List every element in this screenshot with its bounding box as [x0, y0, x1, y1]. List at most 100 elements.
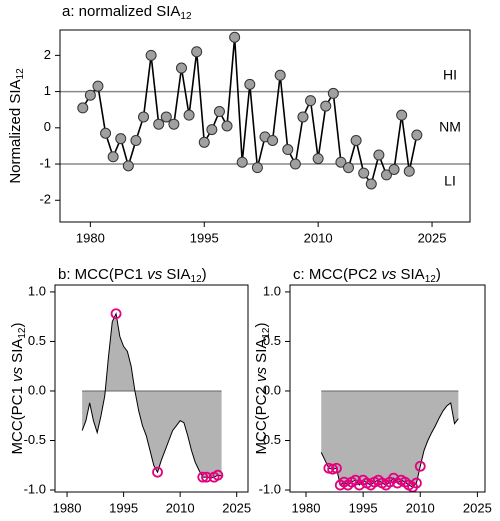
x-tick-label: 1980: [76, 230, 105, 245]
region-label: HI: [443, 66, 457, 82]
data-point: [236, 156, 248, 168]
plot-frame: [289, 284, 486, 493]
significant-marker: [212, 469, 224, 481]
data-point: [267, 134, 279, 146]
significant-marker: [152, 466, 163, 478]
text-part: c: MCC(PC2: [293, 266, 381, 283]
y-tick-label: 1.0: [28, 283, 46, 298]
text-part: vs: [381, 266, 397, 283]
significant-marker: [331, 462, 342, 474]
plot-frame: [54, 284, 249, 493]
y-tick-label: -1.0: [259, 481, 281, 496]
data-point: [191, 46, 203, 58]
y-tick-label: 1: [44, 83, 51, 98]
panel-title: c: MCC(PC2 vs SIA12): [293, 266, 441, 285]
y-axis-label: Normalized SIA12: [7, 68, 26, 184]
data-point: [312, 153, 324, 165]
data-point: [297, 111, 309, 123]
y-axis-label: MCC(PC1 vs SIA12): [9, 323, 28, 455]
data-point: [289, 158, 301, 170]
y-tick-label: 0.0: [263, 382, 281, 397]
data-point: [206, 124, 218, 136]
series-line: [82, 37, 418, 186]
y-tick-label: 2: [44, 47, 51, 62]
text-part: ): [436, 266, 441, 283]
data-point: [411, 129, 423, 141]
data-point: [221, 120, 233, 132]
y-tick-label: -0.5: [259, 432, 281, 447]
significant-marker: [414, 460, 426, 472]
x-tick-label: 2010: [304, 230, 333, 245]
data-point: [84, 89, 96, 101]
text-part: ): [253, 323, 270, 328]
data-point: [244, 78, 256, 90]
significant-marker: [197, 471, 209, 483]
data-point: [77, 102, 89, 114]
region-label: LI: [444, 173, 456, 189]
data-point: [92, 80, 104, 92]
data-point: [403, 165, 415, 177]
text-part: ): [202, 266, 207, 283]
text-part: SIA: [162, 266, 190, 283]
area-fill: [82, 313, 222, 479]
data-point: [198, 136, 210, 148]
data-point: [183, 109, 195, 121]
data-point: [168, 118, 180, 130]
data-point: [138, 111, 150, 123]
data-point: [388, 163, 400, 175]
significant-marker: [110, 308, 122, 320]
data-point: [350, 134, 362, 146]
text-part: Normalized SIA: [7, 79, 24, 183]
data-point: [153, 118, 165, 130]
data-point: [282, 144, 294, 156]
data-point: [130, 134, 142, 146]
text-part: SIA: [253, 339, 270, 367]
panel-title: a: normalized SIA12: [62, 3, 192, 22]
y-tick-label: 1.0: [263, 283, 281, 298]
data-point: [115, 133, 127, 145]
x-tick-label: 2025: [418, 230, 447, 245]
x-tick-label: 2010: [166, 500, 195, 515]
area-fill: [321, 390, 459, 488]
text-part: 12: [180, 11, 192, 22]
series-line: [81, 312, 222, 479]
text-part: ): [9, 323, 26, 328]
significant-marker: [201, 471, 212, 483]
data-point: [343, 162, 355, 174]
x-tick-label: 2025: [222, 500, 251, 515]
significant-marker: [411, 477, 422, 489]
text-part: vs: [253, 366, 270, 382]
text-part: b: MCC(PC1: [58, 266, 147, 283]
data-point: [100, 127, 112, 139]
data-point: [229, 31, 241, 43]
text-part: 12: [425, 274, 437, 285]
plot-frame: [59, 29, 471, 223]
y-tick-label: -1.0: [24, 481, 46, 496]
data-point: [145, 49, 157, 61]
y-tick-label: 0: [44, 119, 51, 134]
y-tick-label: -2: [39, 192, 51, 207]
data-point: [251, 162, 263, 174]
text-part: a: normalized SIA: [62, 3, 180, 20]
x-tick-label: 2010: [406, 500, 435, 515]
text-part: 12: [17, 327, 28, 339]
y-tick-label: 0.0: [28, 382, 46, 397]
data-point: [380, 169, 392, 181]
data-point: [122, 160, 134, 172]
text-part: MCC(PC2: [253, 382, 270, 455]
y-tick-label: -0.5: [24, 432, 46, 447]
data-point: [365, 178, 377, 190]
text-part: 12: [15, 68, 26, 80]
x-tick-label: 1995: [190, 230, 219, 245]
y-tick-label: 0.5: [28, 333, 46, 348]
data-point: [213, 106, 225, 118]
data-point: [320, 100, 332, 112]
data-point: [175, 62, 187, 74]
y-axis-label: MCC(PC2 vs SIA12): [253, 323, 272, 455]
x-tick-label: 1980: [53, 500, 82, 515]
y-tick-label: 0.5: [263, 333, 281, 348]
x-tick-label: 2025: [463, 500, 492, 515]
panel-title: b: MCC(PC1 vs SIA12): [58, 266, 207, 285]
x-tick-label: 1995: [109, 500, 138, 515]
